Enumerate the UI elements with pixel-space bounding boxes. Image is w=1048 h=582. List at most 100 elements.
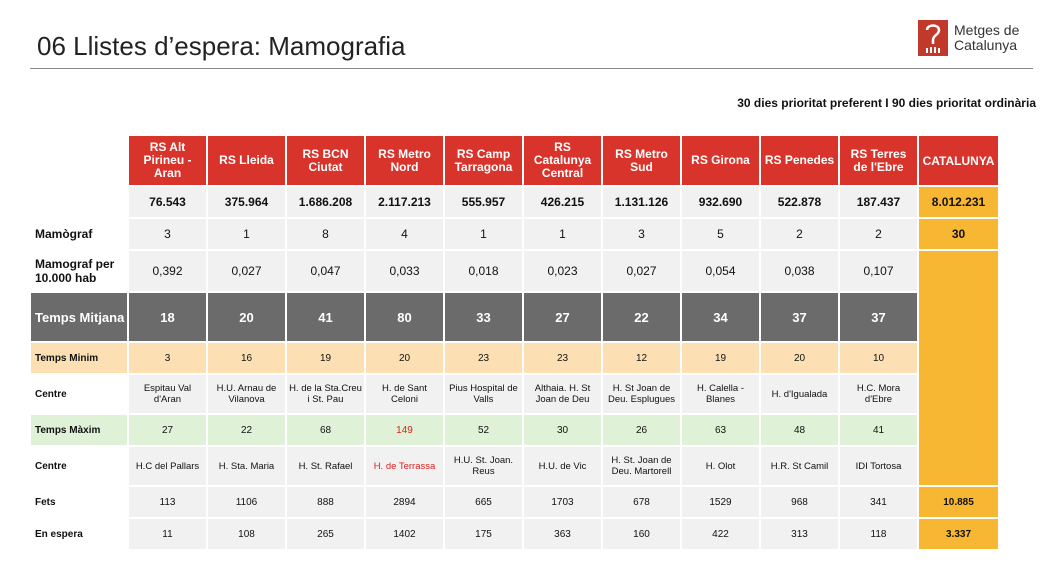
cell-centre_min-5: Althaia. H. St Joan de Deu bbox=[524, 375, 601, 413]
cell-population-8: 522.878 bbox=[761, 187, 838, 217]
cell-population-0: 76.543 bbox=[129, 187, 206, 217]
cell-temps_maxim-0: 27 bbox=[129, 415, 206, 445]
row-label-population bbox=[31, 187, 127, 217]
cell-mamograf-8: 2 bbox=[761, 219, 838, 249]
logo-line-1: Metges de bbox=[954, 22, 1020, 38]
catalunya-fets: 10.885 bbox=[919, 487, 998, 517]
cell-centre_max-0: H.C del Pallars bbox=[129, 447, 206, 485]
table-row-temps_minim: Temps Minim 3 16 19 20 23 23 12 19 20 10 bbox=[31, 343, 998, 373]
cell-fets-1: 1106 bbox=[208, 487, 285, 517]
cell-temps_mitjana-0: 18 bbox=[129, 293, 206, 341]
cell-centre_min-9: H.C. Mora d'Ebre bbox=[840, 375, 917, 413]
cell-centre_max-9: IDI Tortosa bbox=[840, 447, 917, 485]
table-row-en_espera: En espera 11 108 265 1402 175 363 160 422 313 118 3… bbox=[31, 519, 998, 549]
cell-mamograf-1: 1 bbox=[208, 219, 285, 249]
cell-centre_min-0: Espitau Val d'Aran bbox=[129, 375, 206, 413]
cell-fets-0: 113 bbox=[129, 487, 206, 517]
region-header-4: RS Camp Tarragona bbox=[445, 136, 522, 185]
cell-centre_max-3: H. de Terrassa bbox=[366, 447, 443, 485]
cell-mamograf-6: 3 bbox=[603, 219, 680, 249]
cell-centre_min-3: H. de Sant Celoni bbox=[366, 375, 443, 413]
cell-temps_minim-2: 19 bbox=[287, 343, 364, 373]
waiting-list-table: RS Alt Pirineu - Aran RS Lleida RS BCN Ciu… bbox=[29, 134, 1000, 551]
cell-mamograf-5: 1 bbox=[524, 219, 601, 249]
cell-centre_max-2: H. St. Rafael bbox=[287, 447, 364, 485]
region-header-1: RS Lleida bbox=[208, 136, 285, 185]
logo-mark-icon bbox=[918, 20, 948, 56]
region-header-3: RS Metro Nord bbox=[366, 136, 443, 185]
region-header-9: RS Terres de l'Ebre bbox=[840, 136, 917, 185]
logo-text: Metges de Catalunya bbox=[954, 23, 1019, 53]
priority-subtitle: 30 dies prioritat preferent I 90 dies pr… bbox=[737, 96, 1036, 110]
cell-en_espera-5: 363 bbox=[524, 519, 601, 549]
table-row-temps_mitjana: Temps Mitjana 18 20 41 80 33 27 22 34 37 37 bbox=[31, 293, 998, 341]
cell-centre_max-7: H. Olot bbox=[682, 447, 759, 485]
row-label-centre_max: Centre bbox=[31, 447, 127, 485]
cell-population-2: 1.686.208 bbox=[287, 187, 364, 217]
table-header-row: RS Alt Pirineu - Aran RS Lleida RS BCN Ciu… bbox=[31, 136, 998, 185]
cell-centre_min-8: H. d'Igualada bbox=[761, 375, 838, 413]
cell-temps_mitjana-4: 33 bbox=[445, 293, 522, 341]
cell-fets-7: 1529 bbox=[682, 487, 759, 517]
cell-temps_mitjana-9: 37 bbox=[840, 293, 917, 341]
table-row-temps_maxim: Temps Màxim 27 22 68 149 52 30 26 63 48 41 bbox=[31, 415, 998, 445]
cell-mamograf-0: 3 bbox=[129, 219, 206, 249]
cell-centre_min-2: H. de la Sta.Creu i St. Pau bbox=[287, 375, 364, 413]
cell-mamograf_per-7: 0,054 bbox=[682, 251, 759, 291]
row-label-temps_mitjana: Temps Mitjana bbox=[31, 293, 127, 341]
cell-fets-6: 678 bbox=[603, 487, 680, 517]
cell-temps_maxim-3: 149 bbox=[366, 415, 443, 445]
cell-temps_minim-1: 16 bbox=[208, 343, 285, 373]
cell-fets-2: 888 bbox=[287, 487, 364, 517]
row-label-fets: Fets bbox=[31, 487, 127, 517]
cell-en_espera-6: 160 bbox=[603, 519, 680, 549]
row-label-temps_maxim: Temps Màxim bbox=[31, 415, 127, 445]
cell-population-4: 555.957 bbox=[445, 187, 522, 217]
cell-population-5: 426.215 bbox=[524, 187, 601, 217]
cell-en_espera-7: 422 bbox=[682, 519, 759, 549]
cell-temps_minim-3: 20 bbox=[366, 343, 443, 373]
cell-temps_minim-0: 3 bbox=[129, 343, 206, 373]
logo-line-2: Catalunya bbox=[954, 37, 1018, 53]
cell-centre_min-4: Pius Hospital de Valls bbox=[445, 375, 522, 413]
table-row-population: 76.543 375.964 1.686.208 2.117.213 555.957 42… bbox=[31, 187, 998, 217]
cell-fets-4: 665 bbox=[445, 487, 522, 517]
cell-mamograf_per-0: 0,392 bbox=[129, 251, 206, 291]
cell-centre_min-6: H. St Joan de Deu. Esplugues bbox=[603, 375, 680, 413]
table-row-fets: Fets 113 1106 888 2894 665 1703 678 1529 968 341 10… bbox=[31, 487, 998, 517]
row-label-en_espera: En espera bbox=[31, 519, 127, 549]
cell-fets-9: 341 bbox=[840, 487, 917, 517]
cell-temps_minim-4: 23 bbox=[445, 343, 522, 373]
table-row-centre_min: Centre Espitau Val d'Aran H.U. Arnau de Vi… bbox=[31, 375, 998, 413]
cell-population-7: 932.690 bbox=[682, 187, 759, 217]
table-row-mamograf: Mamògraf 3 1 8 4 1 1 3 5 2 2 30 bbox=[31, 219, 998, 249]
cell-mamograf-9: 2 bbox=[840, 219, 917, 249]
cell-mamograf_per-4: 0,018 bbox=[445, 251, 522, 291]
catalunya-population: 8.012.231 bbox=[919, 187, 998, 217]
corner-cell bbox=[31, 136, 127, 185]
catalunya-mamograf: 30 bbox=[919, 219, 998, 249]
cell-en_espera-9: 118 bbox=[840, 519, 917, 549]
cell-en_espera-1: 108 bbox=[208, 519, 285, 549]
cell-en_espera-4: 175 bbox=[445, 519, 522, 549]
cell-temps_mitjana-6: 22 bbox=[603, 293, 680, 341]
cell-temps_maxim-8: 48 bbox=[761, 415, 838, 445]
cell-mamograf-3: 4 bbox=[366, 219, 443, 249]
cell-centre_min-1: H.U. Arnau de Vilanova bbox=[208, 375, 285, 413]
cell-en_espera-2: 265 bbox=[287, 519, 364, 549]
cell-centre_max-6: H. St. Joan de Deu. Martorell bbox=[603, 447, 680, 485]
catalunya-merged-cell bbox=[919, 251, 998, 485]
catalunya-en_espera: 3.337 bbox=[919, 519, 998, 549]
cell-en_espera-3: 1402 bbox=[366, 519, 443, 549]
cell-population-3: 2.117.213 bbox=[366, 187, 443, 217]
logo: Metges de Catalunya bbox=[918, 20, 1019, 56]
cell-population-9: 187.437 bbox=[840, 187, 917, 217]
cell-temps_mitjana-3: 80 bbox=[366, 293, 443, 341]
cell-temps_maxim-1: 22 bbox=[208, 415, 285, 445]
cell-temps_mitjana-8: 37 bbox=[761, 293, 838, 341]
cell-en_espera-8: 313 bbox=[761, 519, 838, 549]
row-label-temps_minim: Temps Minim bbox=[31, 343, 127, 373]
cell-mamograf_per-6: 0,027 bbox=[603, 251, 680, 291]
cell-temps_minim-8: 20 bbox=[761, 343, 838, 373]
cell-en_espera-0: 11 bbox=[129, 519, 206, 549]
